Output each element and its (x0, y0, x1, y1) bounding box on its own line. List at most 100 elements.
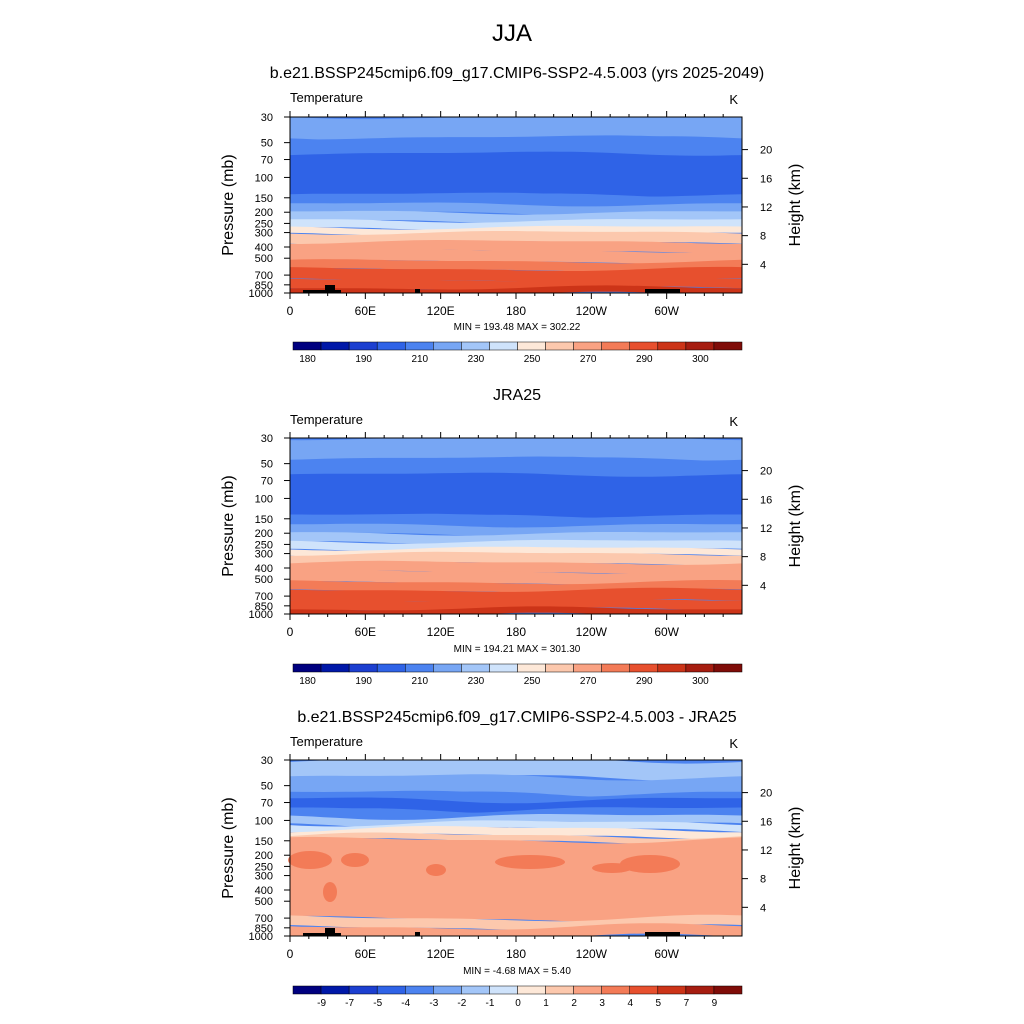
x-tick-label: 60E (355, 947, 376, 961)
y-tick-label: 500 (255, 253, 273, 265)
y-tick-label: 700 (255, 591, 273, 603)
colorbar-label: 1 (543, 998, 549, 1009)
colorbar-swatch (348, 663, 378, 673)
y-tick-label: 100 (255, 493, 273, 505)
colorbar-swatch (545, 985, 574, 995)
contour-band (290, 277, 742, 291)
colorbar-swatch (601, 341, 630, 351)
colorbar-swatch (405, 663, 434, 673)
units-label: K (729, 736, 738, 751)
y-right-tick-label: 20 (760, 466, 772, 478)
contour-band (290, 606, 742, 614)
x-tick-label: 60W (654, 625, 679, 639)
colorbar-swatch (292, 341, 322, 351)
y-tick-label: 500 (255, 574, 273, 586)
colorbar-label: 4 (627, 998, 633, 1009)
colorbar-swatch (348, 341, 378, 351)
y-tick-label: 50 (261, 459, 273, 471)
y-right-tick-label: 20 (760, 788, 772, 800)
y-right-axis-label: Height (km) (787, 164, 804, 247)
colorbar-label: 270 (580, 676, 597, 687)
contour-band (290, 285, 742, 293)
colorbar-label: 3 (599, 998, 605, 1009)
y-tick-label: 30 (261, 433, 273, 445)
y-right-tick-label: 16 (760, 494, 772, 506)
contour-band (290, 551, 742, 566)
x-tick-label: 0 (287, 304, 294, 318)
contour-band (290, 472, 742, 519)
anomaly-blob (495, 855, 565, 869)
min-max-stats: MIN = 194.21 MAX = 301.30 (454, 644, 581, 655)
x-tick-label: 120W (576, 304, 608, 318)
colorbar-label: -9 (317, 998, 326, 1009)
y-tick-label: 250 (255, 539, 273, 551)
y-tick-label: 700 (255, 270, 273, 282)
colorbar-swatch (433, 985, 462, 995)
colorbar-swatch (545, 663, 574, 673)
x-tick-label: 120E (427, 304, 455, 318)
colorbar-swatch (601, 663, 630, 673)
colorbar-label: 290 (636, 354, 653, 365)
y-right-tick-label: 4 (760, 902, 766, 914)
colorbar-swatch (292, 663, 322, 673)
colorbar-swatch (320, 341, 350, 351)
colorbar-swatch (461, 663, 490, 673)
y-tick-label: 150 (255, 836, 273, 848)
colorbar-swatch (517, 663, 546, 673)
colorbar-label: 9 (712, 998, 718, 1009)
x-tick-label: 0 (287, 625, 294, 639)
colorbar-label: 210 (411, 676, 428, 687)
contour-band (290, 135, 742, 157)
colorbar-label: 300 (692, 354, 709, 365)
colorbar-label: -7 (345, 998, 354, 1009)
contour-band (290, 560, 742, 575)
variable-label: Temperature (290, 412, 363, 427)
y-tick-label: 850 (255, 280, 273, 292)
terrain-mask (303, 933, 341, 936)
y-right-tick-label: 4 (760, 580, 766, 592)
figure-title: JJA (491, 20, 532, 47)
contour-band (290, 259, 742, 273)
colorbar-label: 190 (355, 676, 372, 687)
y-right-tick-label: 12 (760, 845, 772, 857)
y-right-tick-label: 8 (760, 231, 766, 243)
x-tick-label: 60W (654, 947, 679, 961)
contour-band (290, 807, 742, 821)
contour-band (290, 248, 742, 265)
colorbar-label: -5 (373, 998, 382, 1009)
contour-band (290, 117, 742, 141)
colorbar-label: 190 (355, 354, 372, 365)
y-right-tick-label: 20 (760, 145, 772, 157)
panel-title: b.e21.BSSP245cmip6.f09_g17.CMIP6-SSP2-4.… (270, 65, 765, 82)
contour-band (290, 225, 742, 236)
y-axis-label: Pressure (mb) (220, 797, 237, 898)
contour-band (290, 456, 742, 478)
colorbar-swatch (376, 341, 406, 351)
colorbar-label: 290 (636, 676, 653, 687)
y-tick-label: 70 (261, 476, 273, 488)
y-tick-label: 200 (255, 528, 273, 540)
colorbar-swatch (433, 341, 462, 351)
y-tick-label: 400 (255, 563, 273, 575)
colorbar-swatch (573, 663, 602, 673)
colorbar-swatch (348, 985, 378, 995)
contour-band (290, 569, 742, 586)
anomaly-blob (323, 882, 337, 902)
terrain-mask (415, 289, 420, 293)
y-tick-label: 1000 (249, 609, 273, 621)
y-tick-label: 30 (261, 755, 273, 767)
y-tick-label: 150 (255, 193, 273, 205)
colorbar-swatch (320, 985, 350, 995)
y-right-tick-label: 16 (760, 816, 772, 828)
chart-panel-1: b.e21.BSSP245cmip6.f09_g17.CMIP6-SSP2-4.… (220, 65, 804, 365)
x-tick-label: 120W (576, 947, 608, 961)
terrain-mask (645, 289, 680, 293)
x-tick-label: 180 (506, 304, 526, 318)
colorbar-label: 2 (571, 998, 577, 1009)
y-tick-label: 50 (261, 781, 273, 793)
y-tick-label: 500 (255, 896, 273, 908)
anomaly-blob (592, 863, 632, 873)
y-right-tick-label: 16 (760, 173, 772, 185)
y-tick-label: 100 (255, 172, 273, 184)
y-axis-label: Pressure (mb) (220, 475, 237, 576)
